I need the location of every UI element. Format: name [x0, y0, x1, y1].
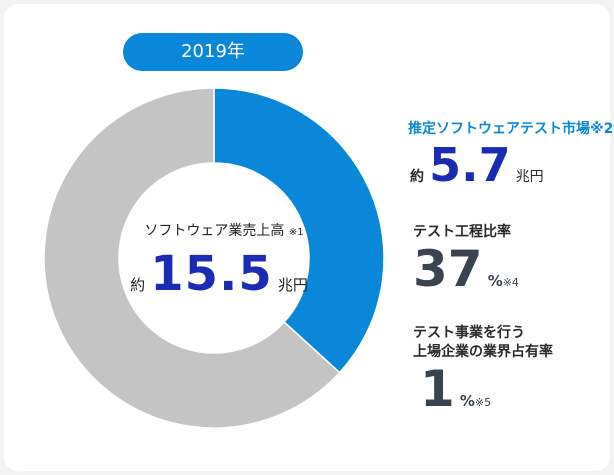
test-ratio-title: テスト工程比率: [413, 224, 511, 240]
listed-share-note: ※5: [474, 396, 492, 409]
test-ratio-number: 37: [413, 240, 483, 298]
donut-slice-test-market: [213, 87, 385, 374]
listed-share-value: 1 %※5: [420, 360, 491, 418]
listed-share-title-line1: テスト事業を行う: [413, 325, 525, 341]
listed-share-unit: %: [459, 392, 475, 410]
center-value-number: 15.5: [150, 246, 273, 302]
donut-slice-other: [43, 87, 341, 429]
year-badge: 2019年: [123, 33, 303, 71]
market-title: 推定ソフトウェアテスト市場※2: [408, 121, 614, 137]
center-label: ソフトウェア業売上高 ※1: [134, 220, 314, 240]
market-value-prefix: 約: [410, 169, 424, 185]
listed-share-number: 1: [420, 360, 455, 418]
market-value: 約 5.7 兆円: [410, 138, 544, 192]
center-value: 約 15.5 兆円: [124, 246, 314, 302]
listed-share-title-line2: 上場企業の業界占有率: [413, 344, 553, 360]
test-ratio-note: ※4: [502, 276, 519, 289]
center-value-prefix: 約: [130, 276, 146, 294]
center-value-unit: 兆円: [277, 276, 308, 294]
center-label-text: ソフトウェア業売上高: [144, 223, 285, 239]
test-ratio-value: 37 %※4: [413, 240, 519, 298]
market-value-number: 5.7: [429, 138, 511, 192]
center-label-note: ※1: [288, 227, 304, 238]
market-value-unit: 兆円: [515, 169, 544, 185]
test-ratio-unit: %: [487, 272, 503, 290]
